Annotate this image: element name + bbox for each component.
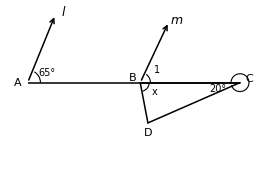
Text: m: m: [171, 14, 183, 26]
Text: 20°: 20°: [210, 84, 227, 94]
Text: x: x: [151, 87, 157, 97]
Text: A: A: [14, 78, 21, 88]
Text: C: C: [245, 74, 253, 84]
Text: D: D: [144, 128, 152, 138]
Text: 65°: 65°: [38, 68, 55, 78]
Text: B: B: [129, 73, 136, 83]
Text: 1: 1: [154, 65, 160, 75]
Text: l: l: [61, 6, 65, 19]
